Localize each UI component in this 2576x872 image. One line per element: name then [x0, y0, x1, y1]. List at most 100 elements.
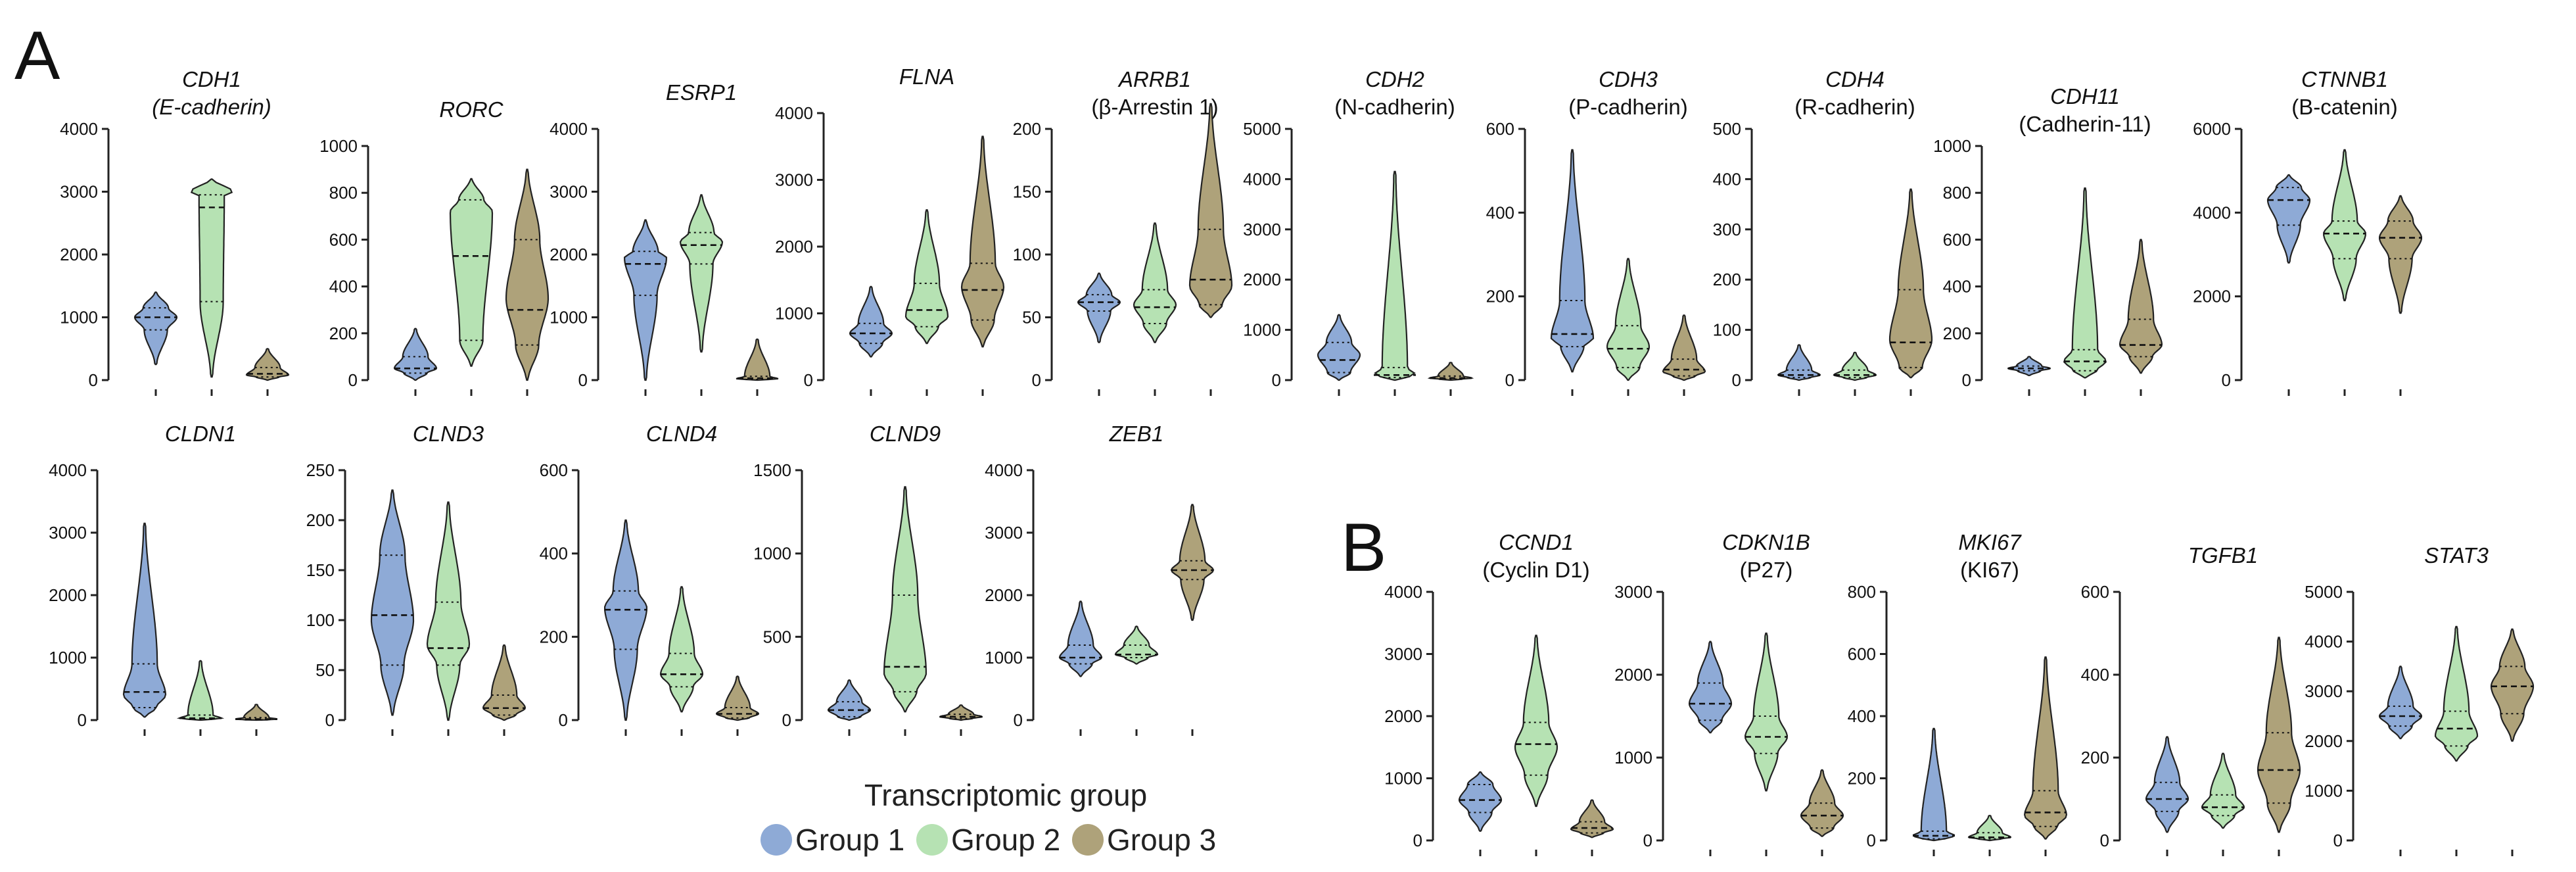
- y-tick-label: 4000: [1384, 582, 1422, 602]
- violin-group-2: [2063, 187, 2107, 379]
- y-tick-label: 1000: [319, 136, 358, 156]
- y-tick-label: 800: [1848, 582, 1876, 602]
- y-tick-label: 3000: [2305, 681, 2343, 701]
- chart-rorc: RORC 0 200 400 600 800 1000: [319, 97, 550, 396]
- y-tick-label: 600: [329, 230, 358, 249]
- chart-title: CDH1: [182, 67, 241, 91]
- y-tick-label: 1000: [1614, 748, 1652, 767]
- chart-subtitle: (P-cadherin): [1568, 95, 1688, 119]
- y-tick-label: 200: [1486, 287, 1514, 306]
- violin-group-2: [679, 194, 724, 353]
- violin-group-3: [736, 338, 779, 381]
- violin-group-2: [2201, 752, 2245, 829]
- chart-arrb1: ARRB1 (β-Arrestin 1) 0 50 100 150 200: [1013, 67, 1233, 396]
- y-tick-label: 200: [1848, 769, 1876, 788]
- chart-tgfb1: TGFB1 0 200 400 600: [2081, 543, 2301, 856]
- violin-group-3: [1188, 103, 1233, 318]
- violin-group-1: [2378, 666, 2423, 740]
- y-tick-label: 3000: [1384, 644, 1422, 664]
- violin-group-3: [482, 644, 527, 721]
- chart-subtitle: (B-catenin): [2291, 95, 2397, 119]
- y-tick-label: 3000: [550, 182, 588, 202]
- y-tick-label: 1000: [60, 308, 98, 327]
- y-tick-label: 4000: [775, 103, 813, 123]
- y-tick-label: 400: [1848, 706, 1876, 726]
- y-tick-label: 200: [540, 627, 568, 646]
- legend: Transcriptomic group Group 1 Group 2 Gro…: [761, 778, 1216, 857]
- violin-group-1: [827, 679, 872, 721]
- y-tick-label: 1000: [49, 648, 87, 667]
- chart-title: CLND3: [413, 422, 484, 446]
- y-tick-label: 400: [1943, 277, 1971, 297]
- y-tick-label: 0: [1643, 831, 1652, 850]
- y-tick-label: 1000: [1384, 769, 1422, 788]
- y-tick-label: 0: [578, 370, 588, 390]
- y-tick-label: 600: [540, 460, 568, 480]
- y-tick-label: 600: [1486, 119, 1514, 139]
- violin-group-2: [659, 586, 704, 713]
- violin-group-1: [370, 489, 415, 716]
- violin-group-1: [1688, 641, 1733, 734]
- y-tick-label: 800: [1943, 183, 1971, 203]
- chart-title: RORC: [439, 97, 503, 122]
- chart-esrp1: ESRP1 0 1000 2000 3000 4000: [550, 80, 779, 396]
- y-tick-label: 2000: [985, 585, 1023, 605]
- chart-title: CLND9: [870, 422, 941, 446]
- chart-subtitle: (β-Arrestin 1): [1091, 95, 1218, 119]
- violin-group-2: [2323, 149, 2366, 302]
- panel-label-b: B: [1341, 510, 1386, 586]
- chart-title: CCND1: [1499, 530, 1574, 554]
- y-tick-label: 0: [1014, 710, 1023, 730]
- y-tick-label: 500: [1713, 119, 1741, 139]
- chart-cdkn1b: CDKN1B (P27) 0 1000 2000 3000: [1614, 530, 1844, 856]
- violin-group-1: [1077, 272, 1121, 343]
- chart-title: CDH11: [2050, 84, 2120, 109]
- y-tick-label: 4000: [550, 119, 588, 139]
- y-tick-label: 0: [1962, 370, 1971, 390]
- y-tick-label: 2000: [775, 237, 813, 256]
- violin-group-1: [849, 285, 893, 358]
- chart-zeb1: ZEB1 0 1000 2000 3000 4000: [985, 422, 1215, 736]
- y-tick-label: 0: [325, 710, 335, 730]
- violin-group-3: [1570, 799, 1614, 838]
- violin-group-3: [960, 135, 1005, 348]
- y-tick-label: 600: [1943, 230, 1971, 249]
- violin-group-2: [883, 486, 927, 713]
- violin-group-1: [1912, 727, 1955, 842]
- chart-title: ZEB1: [1109, 422, 1164, 446]
- chart-title: CLND4: [646, 422, 717, 446]
- y-tick-label: 200: [1943, 324, 1971, 343]
- violin-group-1: [133, 291, 178, 366]
- y-tick-label: 1000: [775, 304, 813, 324]
- chart-flna: FLNA 0 1000 2000 3000 4000: [775, 64, 1005, 396]
- chart-cdh3: CDH3 (P-cadherin) 0 200 400 600: [1486, 67, 1706, 396]
- chart-cdh11: CDH11 (Cadherin-11) 0 200 400 600 800 1000: [1933, 84, 2163, 396]
- y-tick-label: 6000: [2193, 119, 2231, 139]
- violin-group-1: [122, 522, 167, 718]
- violin-group-3: [505, 168, 550, 381]
- violin-group-2: [426, 501, 471, 721]
- y-tick-label: 3000: [49, 523, 87, 543]
- violin-group-2: [1133, 222, 1177, 343]
- chart-clnd9: CLND9 0 500 1000 1500: [753, 422, 983, 736]
- violin-group-3: [245, 348, 290, 381]
- chart-subtitle: (P27): [1740, 558, 1793, 582]
- violin-group-1: [2266, 174, 2311, 264]
- y-tick-label: 4000: [985, 460, 1023, 480]
- violin-group-1: [393, 327, 438, 381]
- chart-title: MKI67: [1958, 530, 2022, 554]
- y-tick-label: 2000: [1384, 706, 1422, 726]
- violin-group-3: [2379, 195, 2422, 314]
- y-tick-label: 400: [540, 544, 568, 564]
- chart-subtitle: (Cyclin D1): [1482, 558, 1589, 582]
- legend-label-group-2: Group 2: [951, 823, 1060, 857]
- y-tick-label: 100: [306, 610, 335, 630]
- y-tick-label: 0: [1413, 831, 1422, 850]
- violin-group-3: [235, 704, 278, 721]
- chart-subtitle: (E-cadherin): [152, 95, 271, 119]
- y-tick-label: 2000: [2193, 287, 2231, 306]
- y-tick-label: 0: [1032, 370, 1041, 390]
- y-tick-label: 0: [2100, 831, 2109, 850]
- y-tick-label: 3000: [60, 182, 98, 202]
